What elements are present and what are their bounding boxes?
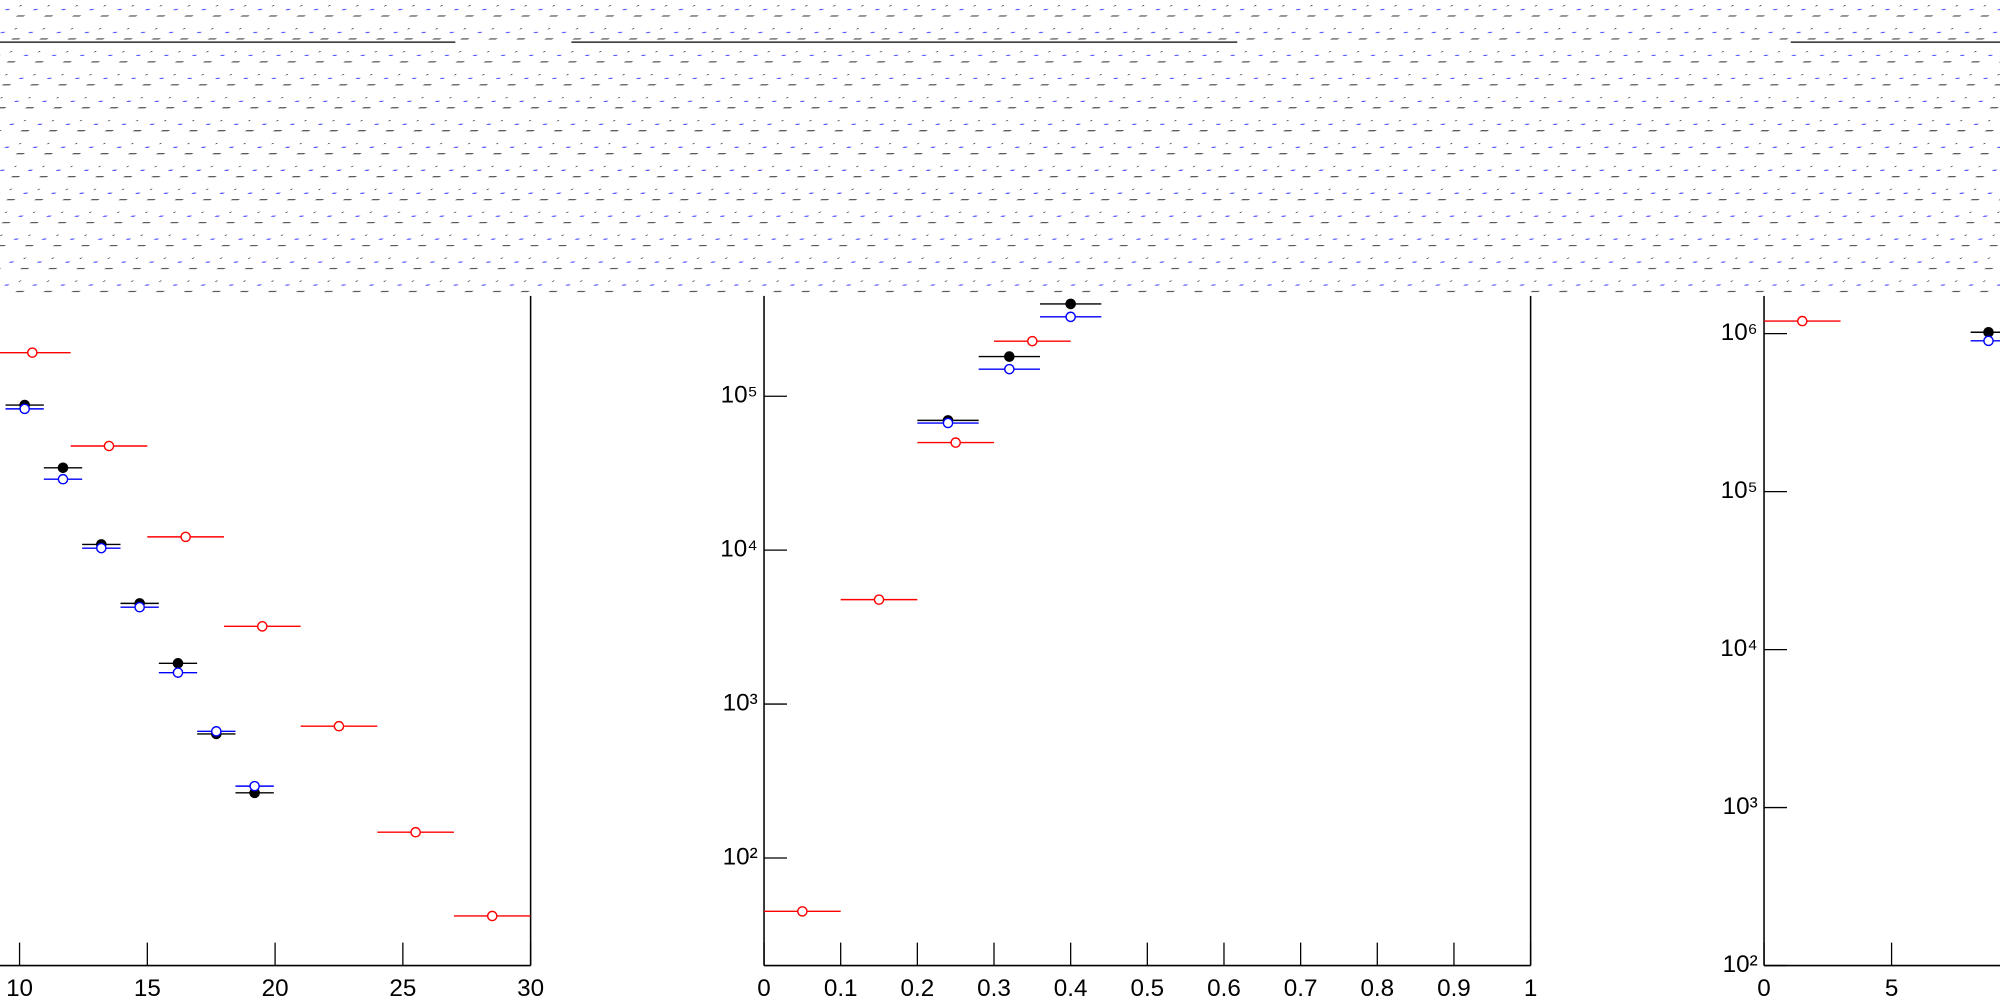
- marker: [257, 621, 268, 632]
- marker: [1004, 363, 1015, 375]
- x-tick-label: 0.8: [1360, 975, 1394, 1000]
- marker: [1983, 326, 1994, 338]
- marker: [486, 910, 498, 922]
- marker: [134, 601, 145, 613]
- x-tick-label: 0.5: [1130, 975, 1164, 1000]
- marker: [249, 780, 260, 792]
- series: [1970, 335, 2000, 347]
- series: [1970, 326, 2000, 338]
- x-tick-label: 20: [262, 975, 289, 1000]
- series: [0, 347, 531, 922]
- x-tick-label: 30: [517, 975, 544, 1000]
- marker: [57, 462, 69, 474]
- y-tick-label: 10⁵: [721, 382, 758, 409]
- x-tick-label: 25: [389, 975, 416, 1000]
- marker: [19, 403, 30, 415]
- plot: 0 0.1 0.2 0.3 0.4 0.5 0.6 0.7 0.8 0.9 1 10² 10³ 10⁴ 10…: [720, 42, 1537, 1000]
- plot: 10 15 20 25 30: [0, 42, 544, 1000]
- y-tick-label: 10⁶: [1721, 319, 1758, 346]
- marker: [1065, 311, 1076, 323]
- overlay-noise: [0, 0, 2000, 296]
- marker: [410, 826, 421, 838]
- marker: [1027, 335, 1038, 347]
- y-tick-label: 10²: [723, 843, 758, 870]
- x-tick-label: 0.2: [901, 975, 935, 1000]
- x-tick-label: 0.7: [1284, 975, 1318, 1000]
- marker: [1065, 298, 1076, 310]
- x-tick-label: 0: [1757, 975, 1770, 1000]
- marker: [1797, 315, 1808, 327]
- marker: [942, 417, 954, 429]
- series: [5, 403, 274, 792]
- plots: 10 15 20 25 30 0 0.1 0.2 0.3 0.4 0.5 0.6 0.7 0.8 0.9 1 1…: [0, 42, 2000, 1000]
- marker: [27, 347, 38, 358]
- marker: [950, 437, 961, 448]
- x-tick-label: 0.9: [1437, 975, 1471, 1000]
- marker: [180, 531, 191, 543]
- series: [917, 298, 1102, 426]
- y-tick-label: 10⁴: [1720, 635, 1757, 662]
- marker: [333, 720, 345, 732]
- series: [1764, 315, 1841, 327]
- x-tick-label: 0.1: [824, 975, 858, 1000]
- y-tick-label: 10⁵: [1721, 477, 1758, 504]
- marker: [57, 473, 69, 485]
- x-tick-label: 0.3: [977, 975, 1011, 1000]
- marker: [172, 658, 184, 669]
- x-tick-label: 10: [6, 975, 33, 1000]
- y-tick-label: 10⁴: [720, 536, 757, 563]
- x-tick-label: 0.6: [1207, 975, 1241, 1000]
- marker: [873, 594, 885, 605]
- x-tick-label: 0: [757, 975, 770, 1000]
- marker: [103, 440, 115, 452]
- marker: [96, 542, 107, 554]
- y-tick-label: 10³: [723, 689, 758, 716]
- x-tick-label: 0.4: [1054, 975, 1088, 1000]
- marker: [211, 726, 222, 737]
- marker: [797, 906, 808, 917]
- y-tick-label: 10²: [1723, 951, 1758, 978]
- marker: [172, 667, 184, 678]
- marker: [1983, 335, 1994, 347]
- x-tick-label: 1: [1524, 975, 1537, 1000]
- x-tick-label: 15: [134, 975, 161, 1000]
- series: [5, 399, 274, 799]
- x-tick-label: 5: [1885, 975, 1898, 1000]
- marker: [1004, 351, 1015, 362]
- series: [764, 335, 1071, 917]
- series: [917, 311, 1102, 429]
- y-tick-label: 10³: [1723, 793, 1758, 820]
